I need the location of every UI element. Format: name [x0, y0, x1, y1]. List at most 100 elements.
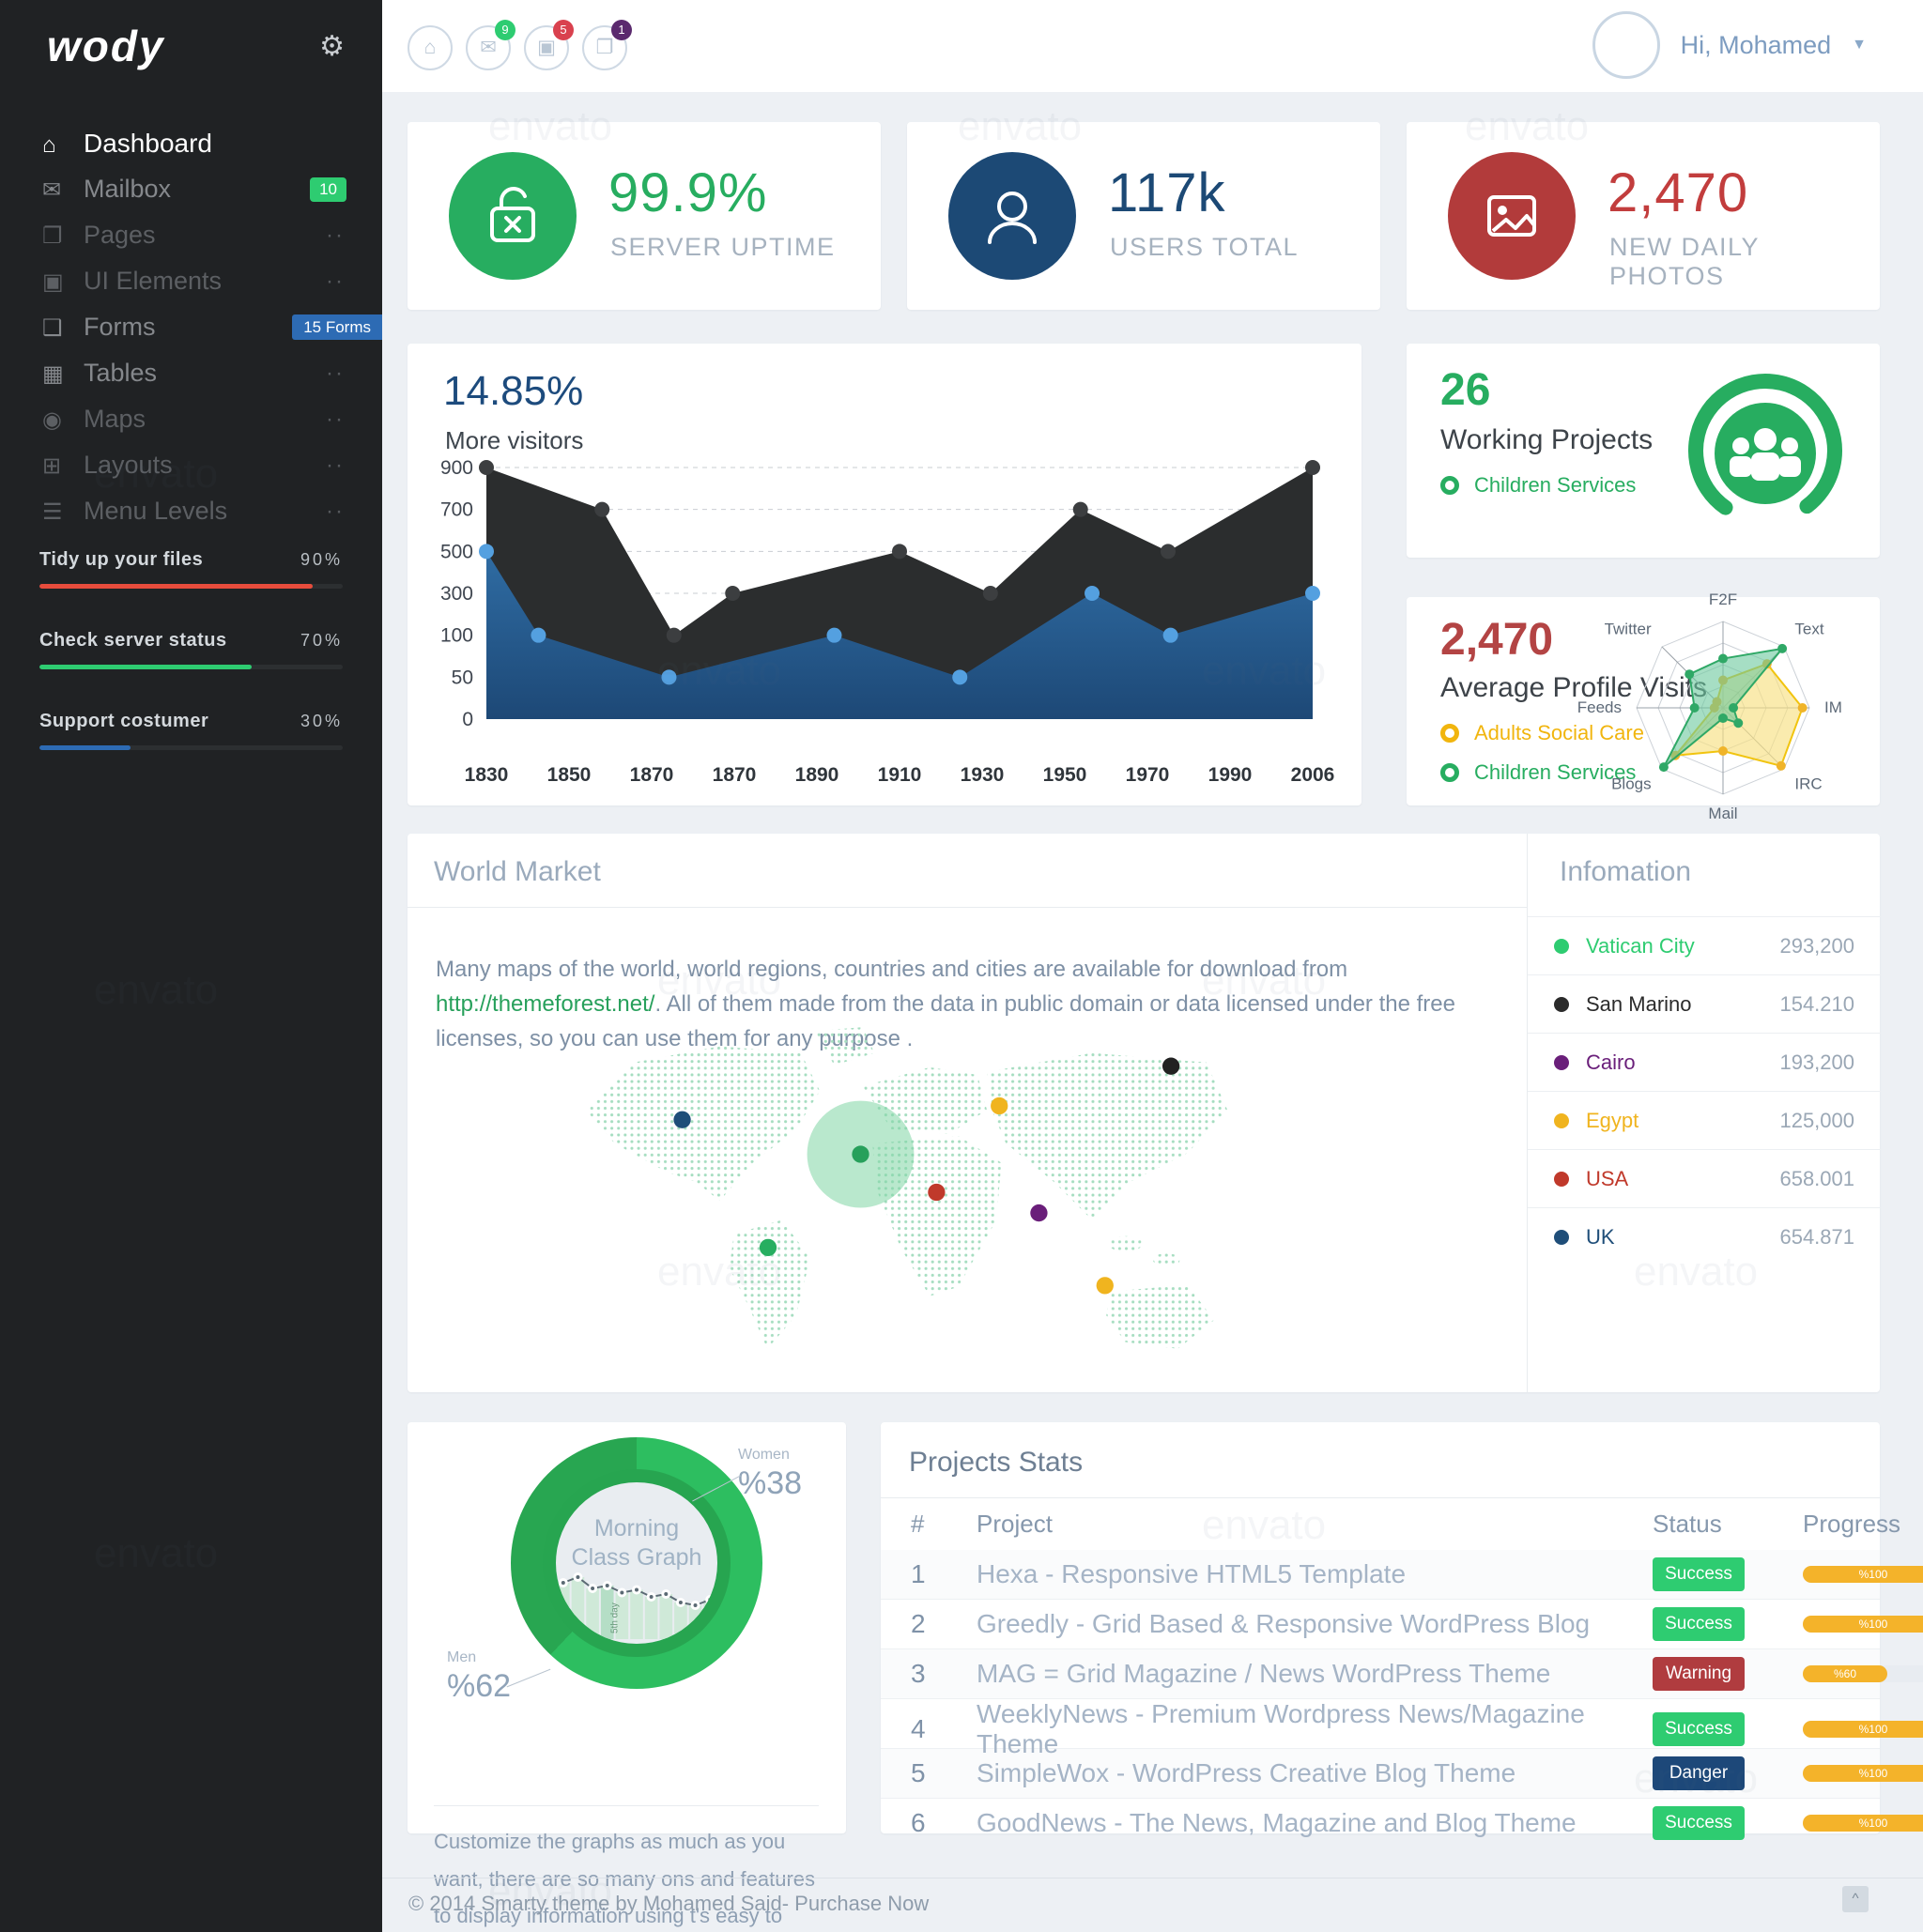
sidebar-item-label: Pages — [84, 221, 156, 249]
sidebar-item-label: Mailbox — [84, 175, 172, 203]
sidebar-item-forms[interactable]: ❑ Forms 15 Forms — [0, 304, 382, 350]
task-row: Check server status 70% — [39, 630, 343, 652]
column-num: # — [911, 1509, 925, 1538]
sidebar-badge: 10 — [310, 177, 346, 202]
progress-fill: %100 — [1803, 1815, 1923, 1832]
ui-elements-icon: ▣ — [42, 269, 64, 295]
sidebar-item-label: Tables — [84, 359, 158, 387]
task-progressbar[interactable] — [39, 665, 343, 669]
svg-text:Text: Text — [1794, 621, 1823, 638]
profile-visits-legend: Adults Social Care Children Services — [1440, 721, 1644, 800]
status-badge: Success — [1653, 1557, 1745, 1591]
legend-label: Children Services — [1474, 760, 1637, 784]
projects-stats-card: Projects Stats # Project Status Progress… — [881, 1422, 1923, 1840]
progress-bar: %100 — [1803, 1765, 1923, 1782]
donut-label-women: Women %38 — [738, 1447, 803, 1501]
task-progress-fill — [39, 745, 131, 750]
sidebar-item-menu-levels[interactable]: ☰ Menu Levels ·· — [0, 488, 382, 534]
project-name: Greedly - Grid Based & Responsive WordPr… — [977, 1609, 1591, 1638]
task-progressbar[interactable] — [39, 584, 343, 589]
country-label: UK — [1586, 1224, 1615, 1249]
svg-text:1830: 1830 — [465, 764, 509, 786]
svg-text:F2F: F2F — [1709, 593, 1737, 608]
svg-text:2006: 2006 — [1291, 764, 1335, 786]
progress-fill: %60 — [1803, 1665, 1887, 1682]
stat-card-users-total: 117k USERS TOTAL — [907, 122, 1380, 310]
task-progress-fill — [39, 584, 313, 589]
status-cell: Warning — [1653, 1657, 1803, 1691]
svg-text:100: 100 — [440, 625, 473, 647]
project-number: 4 — [911, 1714, 926, 1743]
task-progressbar[interactable] — [39, 745, 343, 750]
project-number: 5 — [911, 1758, 926, 1787]
donut-value-men: %62 — [447, 1668, 512, 1704]
profile-visits-count: 2,470 — [1440, 615, 1554, 665]
project-name: SimpleWox - WordPress Creative Blog Them… — [977, 1758, 1516, 1787]
progress-cell: %100 — [1803, 1765, 1923, 1782]
sidebar-item-label: Dashboard — [84, 129, 212, 158]
information-row: San Marino 154.210 — [1528, 974, 1881, 1033]
visitors-area-chart: 0 50 100 300 500 700 900 1830 1850 1870 1870 1890 19… — [426, 457, 1337, 791]
task-progress: Support costumer 30% — [0, 711, 382, 750]
expand-dots-icon: ·· — [326, 222, 345, 248]
topbar-pages-icon[interactable]: ❐ 1 — [582, 20, 632, 70]
topbar-home-icon[interactable]: ⌂ — [408, 25, 453, 70]
gear-icon[interactable]: ⚙ — [319, 31, 345, 62]
legend-label: Children Services — [1474, 473, 1637, 497]
column-status: Status — [1653, 1509, 1722, 1538]
country-label: Vatican City — [1586, 933, 1695, 958]
svg-text:700: 700 — [440, 499, 473, 521]
world-market-card: World Market Many maps of the world, wor… — [408, 834, 1881, 1392]
svg-text:1910: 1910 — [878, 764, 922, 786]
world-map — [577, 1020, 1703, 1370]
morning-graph-card: Morning Class Graph 5th day Women %38 Men… — [408, 1422, 846, 1927]
sidebar: wody ⚙ ⌂ Dashboard ✉ Mailbox 10 ❐ Pages ·· ▣ UI E… — [0, 0, 382, 1932]
sidebar-item-mailbox[interactable]: ✉ Mailbox 10 — [0, 166, 382, 212]
themeforest-link[interactable]: http://themeforest.net/ — [436, 991, 655, 1018]
profile-visits-radar-chart: F2F Text IM IRC Mail Blogs Feeds Twitter — [1568, 590, 1878, 833]
user-menu[interactable]: Hi, Mohamed ▼ — [1592, 11, 1867, 79]
sidebar-item-ui-elements[interactable]: ▣ UI Elements ·· — [0, 258, 382, 304]
topbar-ui-elements-icon[interactable]: ▣ 5 — [524, 20, 574, 70]
topbar-mail-icon[interactable]: ✉ 9 — [466, 20, 515, 70]
sidebar-item-tables[interactable]: ▦ Tables ·· — [0, 350, 382, 396]
svg-text:Twitter: Twitter — [1605, 621, 1652, 638]
svg-text:50: 50 — [452, 667, 473, 688]
progress-cell: %100 — [1803, 1616, 1923, 1633]
country-label: San Marino — [1586, 991, 1692, 1016]
notification-badge: 5 — [553, 20, 574, 40]
morning-graph-paragraph: Customize the graphs as much as you want… — [434, 1805, 819, 1932]
progress-bar: %100 — [1803, 1566, 1923, 1583]
progress-fill: %100 — [1803, 1566, 1923, 1583]
progress-fill: %100 — [1803, 1765, 1923, 1782]
scroll-to-top-button[interactable]: ^ — [1842, 1886, 1869, 1912]
country-dot-icon — [1554, 1229, 1569, 1245]
country-value: 293,200 — [1779, 933, 1854, 958]
footer: © 2014 Smarty theme by Mohamed Said- Pur… — [382, 1878, 1923, 1932]
svg-text:Mail: Mail — [1708, 805, 1737, 822]
information-title: Infomation — [1560, 856, 1692, 887]
svg-text:1870: 1870 — [713, 764, 757, 786]
avatar[interactable] — [1592, 11, 1660, 79]
sidebar-item-maps[interactable]: ◉ Maps ·· — [0, 396, 382, 442]
sidebar-item-layouts[interactable]: ⊞ Layouts ·· — [0, 442, 382, 488]
lock-icon — [449, 152, 577, 280]
sidebar-item-dashboard[interactable]: ⌂ Dashboard — [0, 120, 382, 166]
legend-bullet-icon — [1440, 476, 1459, 495]
sidebar-logo-row: wody ⚙ — [0, 0, 382, 94]
projects-table-body: 1 Hexa - Responsive HTML5 Template Success… — [881, 1550, 1923, 1848]
svg-text:300: 300 — [440, 583, 473, 605]
svg-text:1930: 1930 — [961, 764, 1005, 786]
progress-cell: %60 — [1803, 1665, 1923, 1682]
svg-text:1990: 1990 — [1208, 764, 1253, 786]
photo-icon — [1448, 152, 1576, 280]
status-cell: Success — [1653, 1806, 1803, 1840]
column-progress: Progress — [1803, 1509, 1901, 1538]
stat-label: SERVER UPTIME — [610, 233, 836, 261]
footer-text: © 2014 Smarty theme by Mohamed Said- Pur… — [408, 1892, 930, 1915]
world-market-title: World Market — [434, 856, 601, 887]
donut-label-men: Men %62 — [447, 1649, 512, 1704]
visitors-percent: 14.85% — [443, 368, 584, 414]
sidebar-item-pages[interactable]: ❐ Pages ·· — [0, 212, 382, 258]
layouts-icon: ⊞ — [42, 453, 62, 479]
